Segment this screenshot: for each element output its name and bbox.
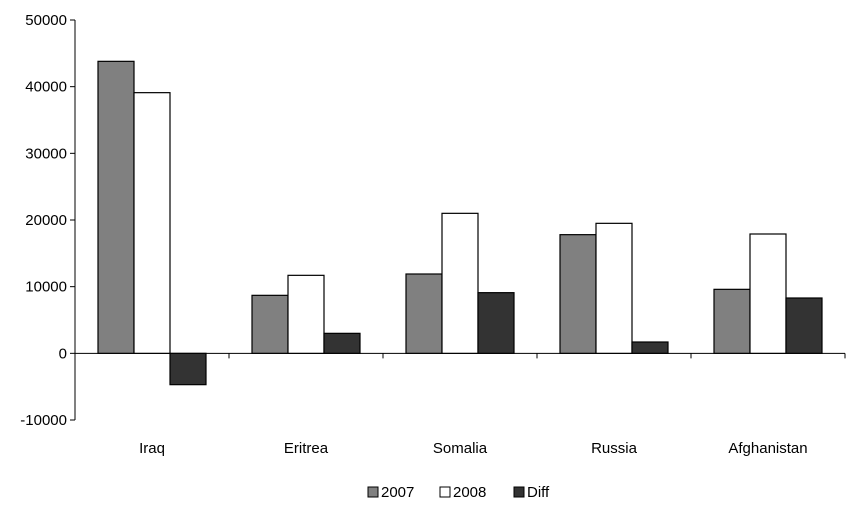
- bar-2008-iraq: [133, 92, 171, 354]
- y-axis: -10000 0 10000 20000 30000 40000 50000: [20, 12, 76, 429]
- y-tick-label: -10000: [20, 412, 67, 429]
- category-label: Somalia: [433, 440, 488, 457]
- bar-diff-afghanistan: [785, 297, 823, 354]
- bar-2007-eritrea: [251, 294, 289, 354]
- bar-2007-somalia: [405, 273, 443, 354]
- legend-label-2007: 2007: [381, 484, 414, 501]
- category-label: Afghanistan: [728, 440, 807, 457]
- bar-2007-iraq: [97, 60, 135, 354]
- y-tick-label: 20000: [25, 212, 67, 229]
- bar-2008-somalia: [441, 212, 479, 354]
- bar-2007-afghanistan: [713, 288, 751, 354]
- y-tick-label: 50000: [25, 12, 67, 29]
- bar-2008-eritrea: [287, 274, 325, 354]
- legend-swatch-2008: [439, 486, 451, 498]
- bar-diff-iraq: [169, 352, 207, 386]
- category-label: Iraq: [139, 440, 165, 457]
- legend-swatch-diff: [513, 486, 525, 498]
- legend-label-diff: Diff: [527, 484, 550, 501]
- bar-2008-russia: [595, 222, 633, 354]
- category-label: Eritrea: [284, 440, 329, 457]
- bar-diff-russia: [631, 341, 669, 354]
- y-tick-label: 10000: [25, 279, 67, 296]
- legend: 2007 2008 Diff: [367, 484, 550, 501]
- y-tick-label: 0: [59, 345, 67, 362]
- y-tick-label: 30000: [25, 145, 67, 162]
- bar-2008-afghanistan: [749, 233, 787, 354]
- bar-diff-eritrea: [323, 332, 361, 354]
- legend-swatch-2007: [367, 486, 379, 498]
- bar-2007-russia: [559, 234, 597, 354]
- y-tick-label: 40000: [25, 79, 67, 96]
- bar-diff-somalia: [477, 292, 515, 354]
- bars: [97, 60, 823, 386]
- legend-label-2008: 2008: [453, 484, 486, 501]
- category-label: Russia: [591, 440, 638, 457]
